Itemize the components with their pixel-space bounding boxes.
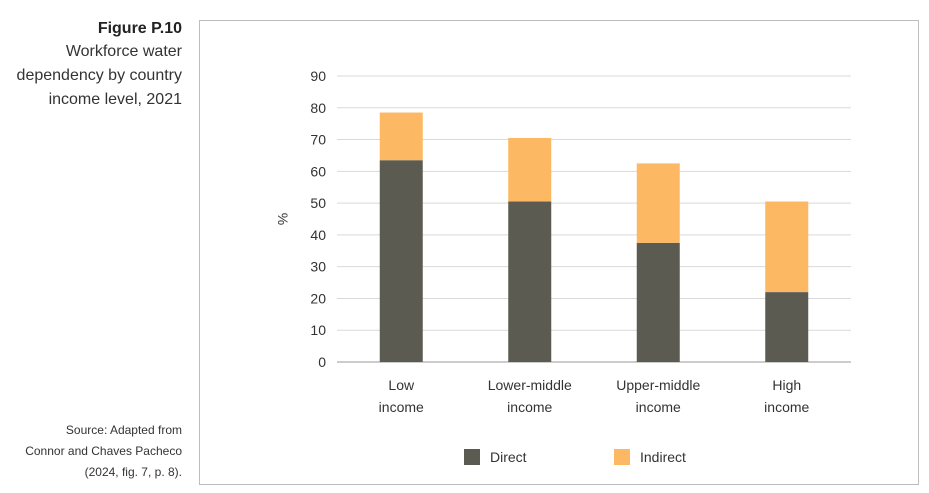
x-category-label: income bbox=[379, 399, 424, 415]
bar-direct-1 bbox=[508, 201, 552, 362]
chart-panel: 0 10 20 30 40 50 60 70 80 90% Low income Lower-middl… bbox=[199, 20, 919, 485]
figure-title: Workforce water dependency by country in… bbox=[0, 40, 182, 112]
figure-caption: Figure P.10 Workforce water dependency b… bbox=[0, 18, 182, 112]
y-axis-label: % bbox=[275, 213, 291, 225]
source-line: Source: Adapted from bbox=[65, 423, 182, 437]
y-tick-label: 70 bbox=[310, 132, 326, 148]
x-category-label: Lower-middle bbox=[488, 377, 572, 393]
x-category-label: income bbox=[764, 399, 809, 415]
y-tick-label: 60 bbox=[310, 163, 326, 179]
figure-title-line: income level, 2021 bbox=[48, 91, 182, 108]
bar-chart: 0 10 20 30 40 50 60 70 80 90% Low income Lower-middl… bbox=[275, 68, 851, 415]
x-category-label: High bbox=[772, 377, 801, 393]
x-category-label: income bbox=[636, 399, 681, 415]
legend-swatch-direct bbox=[464, 449, 480, 465]
y-tick-label: 80 bbox=[310, 100, 326, 116]
figure-title-line: dependency by country bbox=[16, 67, 182, 84]
y-tick-label: 20 bbox=[310, 290, 326, 306]
bar-indirect-1 bbox=[508, 137, 552, 202]
bar-direct-0 bbox=[379, 160, 423, 362]
y-tick-label: 30 bbox=[310, 259, 326, 275]
chart-legend: Direct Indirect bbox=[200, 449, 918, 469]
x-category-label: income bbox=[507, 399, 552, 415]
y-tick-label: 10 bbox=[310, 322, 326, 338]
x-category-label: Low bbox=[388, 377, 415, 393]
legend-item-direct: Direct bbox=[464, 449, 527, 465]
source-line: (2024, fig. 7, p. 8). bbox=[84, 465, 182, 479]
figure-number: Figure P.10 bbox=[97, 20, 182, 37]
bar-direct-3 bbox=[765, 292, 809, 362]
y-tick-label: 0 bbox=[318, 354, 326, 370]
figure-source: Source: Adapted from Connor and Chaves P… bbox=[0, 420, 182, 483]
bar-indirect-2 bbox=[636, 163, 680, 243]
x-category-label: Upper-middle bbox=[616, 377, 700, 393]
bar-direct-2 bbox=[636, 242, 680, 362]
bar-indirect-0 bbox=[379, 112, 423, 161]
y-tick-label: 90 bbox=[310, 68, 326, 84]
legend-label-indirect: Indirect bbox=[640, 449, 686, 465]
source-line: Connor and Chaves Pacheco bbox=[25, 444, 182, 458]
y-tick-label: 50 bbox=[310, 195, 326, 211]
legend-swatch-indirect bbox=[614, 449, 630, 465]
figure-title-line: Workforce water bbox=[65, 43, 182, 60]
bar-indirect-3 bbox=[765, 201, 809, 293]
legend-label-direct: Direct bbox=[490, 449, 527, 465]
legend-item-indirect: Indirect bbox=[614, 449, 686, 465]
y-tick-label: 40 bbox=[310, 227, 326, 243]
